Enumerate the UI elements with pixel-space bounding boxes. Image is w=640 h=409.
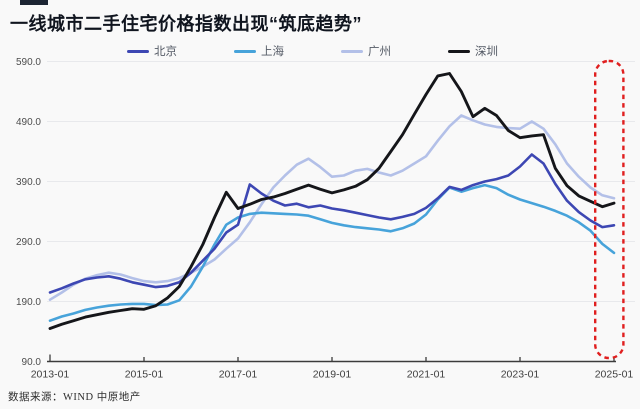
- y-axis-tick-label: 390.0: [16, 177, 41, 188]
- legend-swatch-shanghai: [234, 49, 256, 53]
- x-axis-tick-label: 2019-01: [313, 369, 352, 381]
- y-axis-tick-label: 90.0: [22, 357, 42, 368]
- legend-swatch-guangzhou: [341, 49, 363, 53]
- data-source: 数据来源：WIND 中原地产: [8, 392, 141, 403]
- legend-swatch-shenzhen: [448, 49, 470, 53]
- legend-swatch-beijing: [127, 49, 149, 53]
- series-line-shanghai: [48, 183, 616, 323]
- highlight-dashed-box: [594, 59, 625, 360]
- legend-label-beijing: 北京: [154, 46, 177, 58]
- legend-item-shenzhen: 深圳: [448, 43, 498, 59]
- x-axis-tick-label: 2015-01: [125, 369, 164, 381]
- x-axis-tick-label: 2025-01: [595, 369, 634, 381]
- chart-title: 一线城市二手住宅价格指数出现“筑底趋势”: [10, 14, 362, 34]
- y-axis-tick-label: 590.0: [16, 57, 41, 68]
- y-axis-tick-label: 190.0: [16, 297, 41, 308]
- legend-item-guangzhou: 广州: [341, 43, 391, 59]
- decorative-navy-bar: [20, 0, 48, 5]
- legend-item-shanghai: 上海: [234, 43, 284, 59]
- x-axis-tick-label: 2023-01: [501, 369, 540, 381]
- series-line-beijing: [48, 153, 616, 294]
- legend-label-shenzhen: 深圳: [475, 46, 498, 58]
- x-axis-tick-label: 2017-01: [219, 369, 258, 381]
- series-line-guangzhou: [48, 114, 616, 302]
- y-axis-tick-label: 290.0: [16, 237, 41, 248]
- y-axis-tick-label: 490.0: [16, 117, 41, 128]
- legend-label-shanghai: 上海: [261, 46, 284, 58]
- legend: 北京 上海 广州 深圳: [127, 43, 498, 59]
- legend-item-beijing: 北京: [127, 43, 177, 59]
- series-line-shenzhen: [48, 72, 616, 330]
- x-axis-tick-label: 2013-01: [31, 369, 70, 381]
- legend-label-guangzhou: 广州: [368, 46, 391, 58]
- x-axis-tick-label: 2021-01: [407, 369, 446, 381]
